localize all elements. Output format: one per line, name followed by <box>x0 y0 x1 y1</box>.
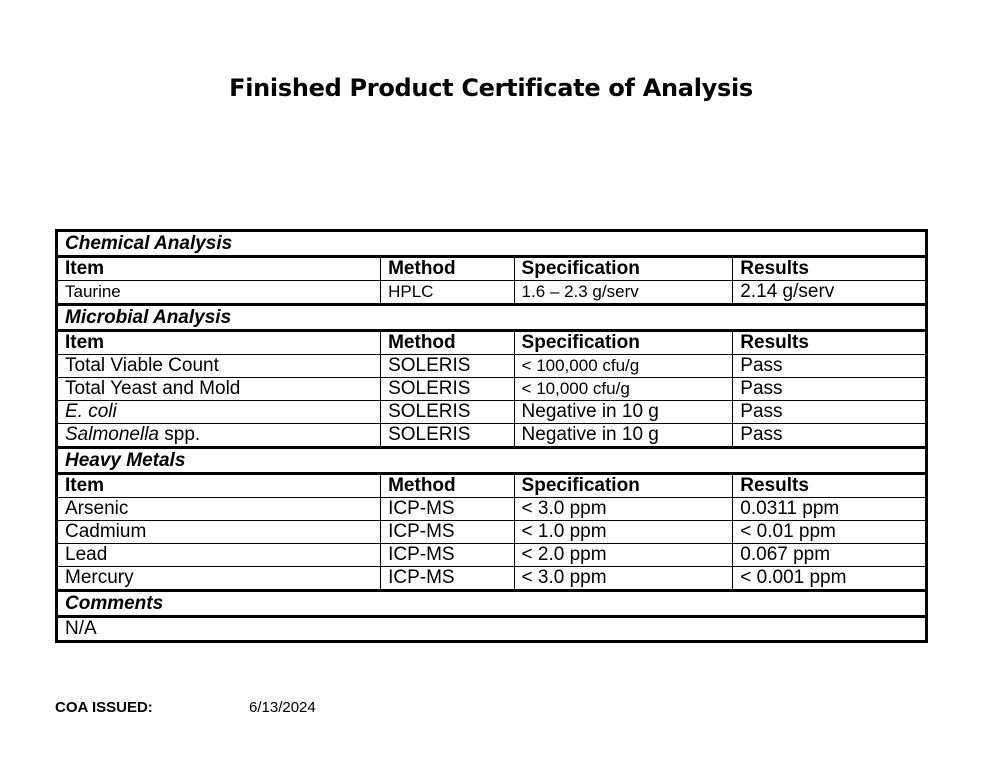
item-cell: Total Yeast and Mold <box>55 377 382 401</box>
specification-cell: < 100,000 cfu/g <box>513 354 734 378</box>
table-row: Arsenic ICP-MS < 3.0 ppm 0.0311 ppm <box>55 497 927 521</box>
header-row-microbial: Item Method Specification Results <box>55 329 927 355</box>
column-header-item: Item <box>55 472 382 498</box>
column-header-item: Item <box>55 255 382 281</box>
item-cell: Taurine <box>55 280 382 306</box>
comments-row: N/A <box>56 616 927 642</box>
header-row-heavy-metals: Item Method Specification Results <box>55 472 927 498</box>
result-cell: Pass <box>732 377 927 401</box>
item-cell: Salmonella spp. <box>55 423 382 449</box>
result-cell: Pass <box>732 354 927 378</box>
specification-cell: < 3.0 ppm <box>513 566 734 592</box>
result-cell: < 0.01 ppm <box>732 520 927 544</box>
table-row: Total Yeast and Mold SOLERIS < 10,000 cf… <box>55 377 927 401</box>
column-header-specification: Specification <box>513 255 734 281</box>
result-cell: < 0.001 ppm <box>732 566 927 592</box>
table-row: Salmonella spp. SOLERIS Negative in 10 g… <box>55 423 927 449</box>
method-cell: SOLERIS <box>380 423 515 449</box>
item-cell-suffix: spp. <box>159 424 201 445</box>
table-row: E. coli SOLERIS Negative in 10 g Pass <box>55 400 927 424</box>
result-cell: 2.14 g/serv <box>732 280 927 306</box>
column-header-results: Results <box>732 329 927 355</box>
method-cell: ICP-MS <box>380 566 515 592</box>
table-row: Taurine HPLC 1.6 – 2.3 g/serv 2.14 g/ser… <box>55 280 927 306</box>
column-header-item: Item <box>55 329 382 355</box>
specification-cell: < 1.0 ppm <box>513 520 734 544</box>
section-row-microbial: Microbial Analysis <box>56 304 927 331</box>
coa-table: Chemical Analysis Item Method Specificat… <box>55 229 928 643</box>
column-header-method: Method <box>380 472 515 498</box>
item-cell: Cadmium <box>55 520 382 544</box>
method-cell: HPLC <box>380 280 515 306</box>
specification-cell: < 10,000 cfu/g <box>513 377 734 401</box>
result-cell: Pass <box>732 400 927 424</box>
table-row: Lead ICP-MS < 2.0 ppm 0.067 ppm <box>55 543 927 567</box>
item-cell: Arsenic <box>55 497 382 521</box>
column-header-method: Method <box>380 329 515 355</box>
specification-cell: Negative in 10 g <box>513 400 734 424</box>
section-heading-chemical: Chemical Analysis <box>56 230 927 257</box>
specification-cell: Negative in 10 g <box>513 423 734 449</box>
method-cell: SOLERIS <box>380 400 515 424</box>
method-cell: SOLERIS <box>380 354 515 378</box>
method-cell: ICP-MS <box>380 543 515 567</box>
column-header-method: Method <box>380 255 515 281</box>
specification-cell: 1.6 – 2.3 g/serv <box>513 280 734 306</box>
specification-cell: < 2.0 ppm <box>513 543 734 567</box>
coa-issued-date: 6/13/2024 <box>249 699 316 716</box>
comments-value: N/A <box>56 616 927 642</box>
section-heading-microbial: Microbial Analysis <box>56 304 927 331</box>
document-title: Finished Product Certificate of Analysis <box>229 74 753 102</box>
section-heading-heavy-metals: Heavy Metals <box>56 447 927 474</box>
section-row-heavy-metals: Heavy Metals <box>56 447 927 474</box>
table-row: Mercury ICP-MS < 3.0 ppm < 0.001 ppm <box>55 566 927 592</box>
section-row-comments: Comments <box>56 590 927 618</box>
result-cell: 0.0311 ppm <box>732 497 927 521</box>
header-row-chemical: Item Method Specification Results <box>55 255 927 281</box>
section-row-chemical: Chemical Analysis <box>56 230 927 257</box>
method-cell: ICP-MS <box>380 520 515 544</box>
specification-cell: < 3.0 ppm <box>513 497 734 521</box>
item-cell: Mercury <box>55 566 382 592</box>
section-heading-comments: Comments <box>56 590 927 618</box>
coa-issued-label: COA ISSUED: <box>55 699 153 716</box>
result-cell: Pass <box>732 423 927 449</box>
method-cell: ICP-MS <box>380 497 515 521</box>
table-row: Total Viable Count SOLERIS < 100,000 cfu… <box>55 354 927 378</box>
column-header-specification: Specification <box>513 329 734 355</box>
item-cell: Lead <box>55 543 382 567</box>
method-cell: SOLERIS <box>380 377 515 401</box>
column-header-specification: Specification <box>513 472 734 498</box>
column-header-results: Results <box>732 255 927 281</box>
result-cell: 0.067 ppm <box>732 543 927 567</box>
item-cell: E. coli <box>55 400 382 424</box>
column-header-results: Results <box>732 472 927 498</box>
item-cell-italic: Salmonella <box>65 424 159 445</box>
table-row: Cadmium ICP-MS < 1.0 ppm < 0.01 ppm <box>55 520 927 544</box>
item-cell: Total Viable Count <box>55 354 382 378</box>
